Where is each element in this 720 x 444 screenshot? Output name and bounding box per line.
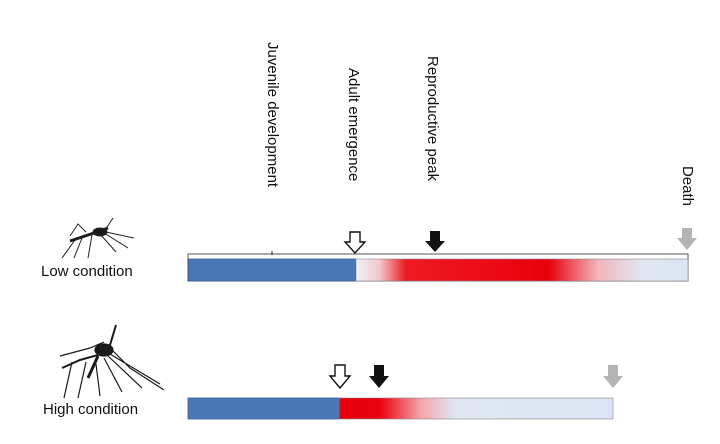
mosquito-small-icon — [61, 217, 135, 259]
low-adult-emergence-arrow-icon — [343, 231, 367, 255]
death-label: Death — [679, 166, 696, 206]
reproductive-peak-label: Reproductive peak — [424, 56, 441, 182]
low-juvenile-segment — [188, 258, 356, 282]
high-adult-segment — [338, 397, 614, 420]
low-reproductive-peak-arrow-icon — [425, 231, 445, 252]
low-death-arrow-icon — [677, 228, 697, 250]
high-juvenile-segment — [187, 397, 340, 420]
high-adult-emergence-arrow-icon — [328, 364, 352, 390]
low-condition-label: Low condition — [41, 263, 133, 280]
low-adult-segment — [355, 258, 689, 282]
juvenile-development-label: Juvenile development — [264, 42, 281, 188]
high-reproductive-peak-arrow-icon — [369, 365, 389, 388]
high-death-arrow-icon — [603, 365, 623, 388]
adult-emergence-label: Adult emergence — [345, 68, 362, 181]
high-condition-label: High condition — [43, 401, 138, 418]
mosquito-large-icon — [59, 324, 165, 399]
